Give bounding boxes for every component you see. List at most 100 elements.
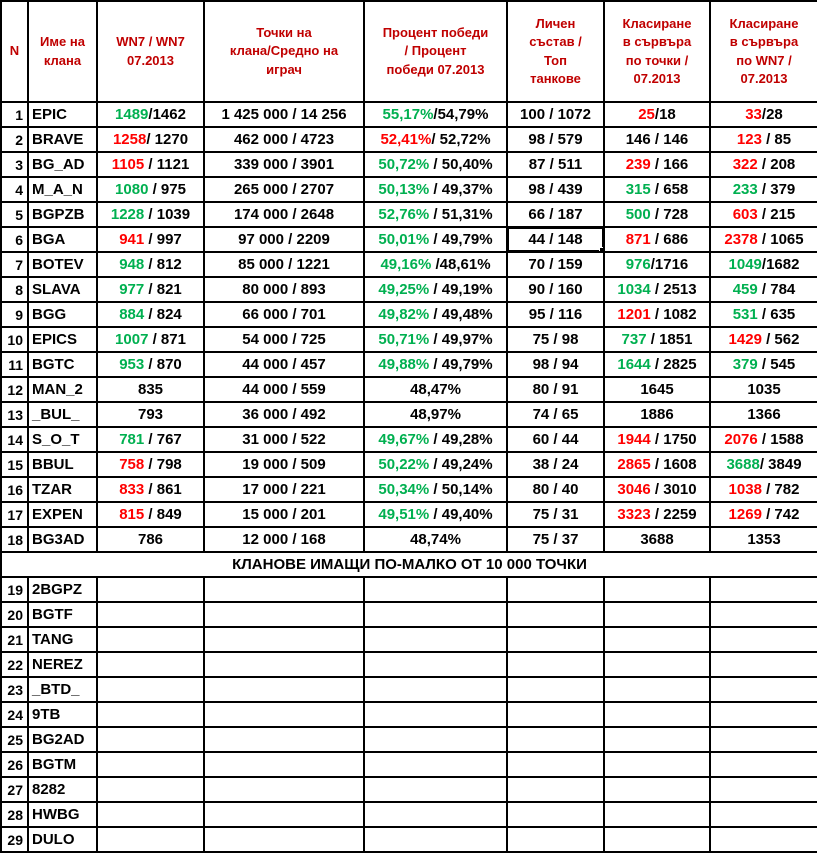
personnel-cell[interactable]: 98 / 94 [506, 351, 605, 378]
wn7-cell[interactable] [96, 826, 205, 853]
personnel-cell[interactable] [506, 601, 605, 628]
row-number-cell[interactable]: 26 [0, 751, 29, 778]
row-number-cell[interactable]: 23 [0, 676, 29, 703]
win-percent-cell[interactable]: 48,74% [363, 526, 508, 553]
clan-name-cell[interactable]: BGTC [27, 351, 98, 378]
win-percent-cell[interactable] [363, 776, 508, 803]
row-number-cell[interactable]: 29 [0, 826, 29, 853]
win-percent-cell[interactable]: 49,88% / 49,79% [363, 351, 508, 378]
clan-name-cell[interactable]: BGPZB [27, 201, 98, 228]
personnel-cell[interactable] [506, 701, 605, 728]
clan-name-cell[interactable]: BG3AD [27, 526, 98, 553]
personnel-cell[interactable]: 98 / 579 [506, 126, 605, 153]
row-number-cell[interactable]: 19 [0, 576, 29, 603]
rank-by-points-cell[interactable]: 737 / 1851 [603, 326, 711, 353]
rank-by-points-cell[interactable] [603, 776, 711, 803]
rank-by-points-cell[interactable] [603, 626, 711, 653]
rank-by-wn7-cell[interactable] [709, 576, 817, 603]
wn7-cell[interactable] [96, 801, 205, 828]
win-percent-cell[interactable] [363, 601, 508, 628]
row-number-cell[interactable]: 21 [0, 626, 29, 653]
clan-points-cell[interactable]: 12 000 / 168 [203, 526, 365, 553]
personnel-cell[interactable] [506, 726, 605, 753]
clan-name-cell[interactable]: EXPEN [27, 501, 98, 528]
win-percent-cell[interactable]: 49,25% / 49,19% [363, 276, 508, 303]
clan-name-cell[interactable]: BG_AD [27, 151, 98, 178]
clan-points-cell[interactable]: 44 000 / 559 [203, 376, 365, 403]
row-number-cell[interactable]: 11 [0, 351, 29, 378]
clan-name-cell[interactable]: BG2AD [27, 726, 98, 753]
clan-points-cell[interactable]: 174 000 / 2648 [203, 201, 365, 228]
clan-points-cell[interactable]: 44 000 / 457 [203, 351, 365, 378]
clan-name-cell[interactable]: _BUL_ [27, 401, 98, 428]
clan-points-cell[interactable]: 97 000 / 2209 [203, 226, 365, 253]
row-number-cell[interactable]: 10 [0, 326, 29, 353]
clan-name-cell[interactable]: 2BGPZ [27, 576, 98, 603]
clan-points-cell[interactable]: 85 000 / 1221 [203, 251, 365, 278]
clan-points-cell[interactable]: 54 000 / 725 [203, 326, 365, 353]
clan-name-cell[interactable]: 8282 [27, 776, 98, 803]
clan-name-cell[interactable]: EPIC [27, 101, 98, 128]
clan-points-cell[interactable]: 80 000 / 893 [203, 276, 365, 303]
rank-by-wn7-cell[interactable] [709, 626, 817, 653]
wn7-cell[interactable]: 1489/1462 [96, 101, 205, 128]
clan-points-cell[interactable]: 339 000 / 3901 [203, 151, 365, 178]
clan-name-cell[interactable]: TANG [27, 626, 98, 653]
win-percent-cell[interactable] [363, 751, 508, 778]
personnel-cell[interactable] [506, 826, 605, 853]
column-header-personnel[interactable]: Личен състав / Топ танкове [506, 0, 605, 103]
wn7-cell[interactable] [96, 751, 205, 778]
rank-by-points-cell[interactable]: 1886 [603, 401, 711, 428]
rank-by-points-cell[interactable]: 871 / 686 [603, 226, 711, 253]
personnel-cell[interactable] [506, 626, 605, 653]
rank-by-wn7-cell[interactable]: 2076 / 1588 [709, 426, 817, 453]
clan-points-cell[interactable] [203, 776, 365, 803]
win-percent-cell[interactable]: 50,01% / 49,79% [363, 226, 508, 253]
clan-points-cell[interactable]: 1 425 000 / 14 256 [203, 101, 365, 128]
wn7-cell[interactable] [96, 776, 205, 803]
clan-points-cell[interactable] [203, 676, 365, 703]
rank-by-points-cell[interactable]: 1644 / 2825 [603, 351, 711, 378]
row-number-cell[interactable]: 8 [0, 276, 29, 303]
win-percent-cell[interactable] [363, 726, 508, 753]
personnel-cell[interactable]: 70 / 159 [506, 251, 605, 278]
wn7-cell[interactable]: 793 [96, 401, 205, 428]
rank-by-wn7-cell[interactable] [709, 651, 817, 678]
row-number-cell[interactable]: 14 [0, 426, 29, 453]
row-number-cell[interactable]: 18 [0, 526, 29, 553]
win-percent-cell[interactable]: 50,34% / 50,14% [363, 476, 508, 503]
win-percent-cell[interactable]: 48,47% [363, 376, 508, 403]
clan-name-cell[interactable]: BGA [27, 226, 98, 253]
personnel-cell[interactable]: 87 / 511 [506, 151, 605, 178]
win-percent-cell[interactable]: 50,71% / 49,97% [363, 326, 508, 353]
wn7-cell[interactable] [96, 701, 205, 728]
personnel-cell[interactable]: 75 / 98 [506, 326, 605, 353]
win-percent-cell[interactable]: 49,51% / 49,40% [363, 501, 508, 528]
wn7-cell[interactable]: 1007 / 871 [96, 326, 205, 353]
row-number-cell[interactable]: 4 [0, 176, 29, 203]
win-percent-cell[interactable] [363, 826, 508, 853]
rank-by-wn7-cell[interactable]: 603 / 215 [709, 201, 817, 228]
rank-by-points-cell[interactable] [603, 676, 711, 703]
personnel-cell[interactable] [506, 751, 605, 778]
rank-by-wn7-cell[interactable]: 33/28 [709, 101, 817, 128]
row-number-cell[interactable]: 17 [0, 501, 29, 528]
row-number-cell[interactable]: 13 [0, 401, 29, 428]
personnel-cell[interactable]: 100 / 1072 [506, 101, 605, 128]
clan-points-cell[interactable] [203, 601, 365, 628]
personnel-cell-selected[interactable]: 44 / 148 [506, 226, 605, 253]
clan-points-cell[interactable] [203, 626, 365, 653]
win-percent-cell[interactable]: 50,13% / 49,37% [363, 176, 508, 203]
rank-by-wn7-cell[interactable]: 233 / 379 [709, 176, 817, 203]
clan-name-cell[interactable]: BGG [27, 301, 98, 328]
rank-by-wn7-cell[interactable]: 123 / 85 [709, 126, 817, 153]
wn7-cell[interactable] [96, 676, 205, 703]
personnel-cell[interactable]: 75 / 31 [506, 501, 605, 528]
win-percent-cell[interactable]: 49,16% /48,61% [363, 251, 508, 278]
rank-by-points-cell[interactable] [603, 726, 711, 753]
row-number-cell[interactable]: 24 [0, 701, 29, 728]
rank-by-wn7-cell[interactable]: 1038 / 782 [709, 476, 817, 503]
wn7-cell[interactable] [96, 601, 205, 628]
row-number-cell[interactable]: 9 [0, 301, 29, 328]
personnel-cell[interactable]: 80 / 91 [506, 376, 605, 403]
